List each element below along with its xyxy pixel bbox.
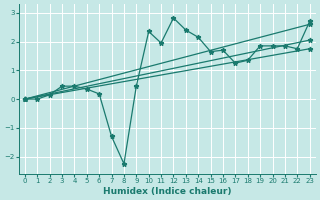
X-axis label: Humidex (Indice chaleur): Humidex (Indice chaleur) <box>103 187 232 196</box>
